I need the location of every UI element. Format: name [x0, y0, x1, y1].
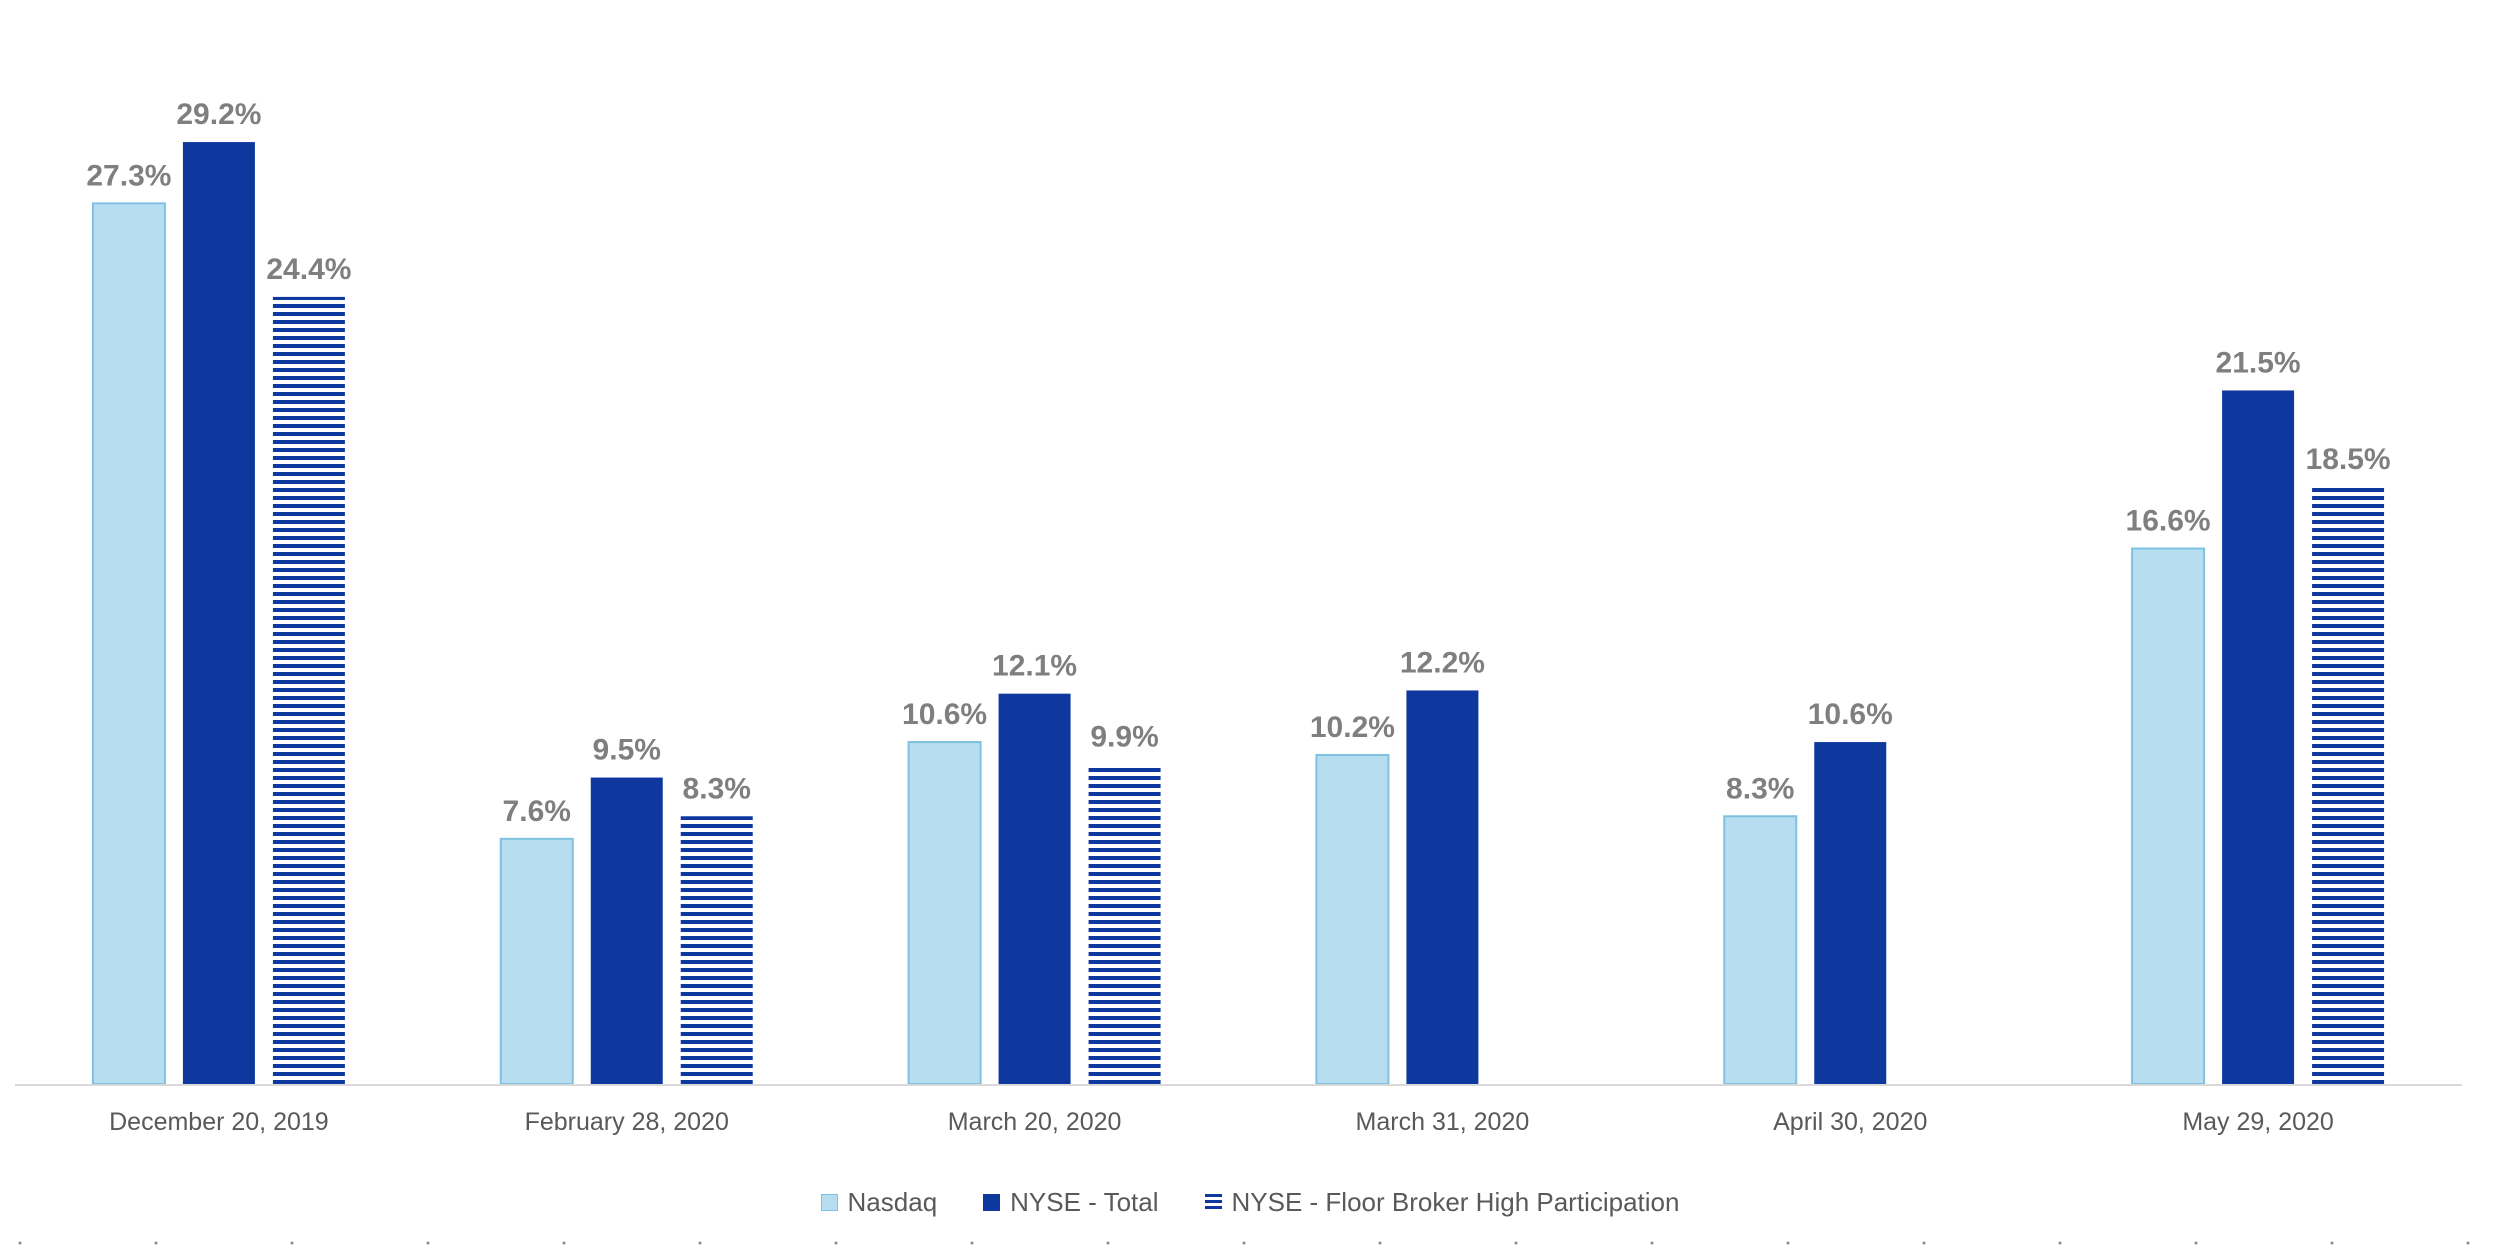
data-label-nyse-floor-broker-high-participation-1: 8.3%	[683, 772, 751, 805]
bar-nasdaq-1	[499, 837, 574, 1085]
data-label-nyse-total-5: 21.5%	[2216, 346, 2301, 379]
data-label-nyse-total-3: 12.2%	[1400, 646, 1485, 679]
data-label-nyse-floor-broker-high-participation-5: 18.5%	[2306, 443, 2391, 476]
border-dot	[834, 1241, 838, 1245]
border-dot	[2058, 1241, 2062, 1245]
data-labels-layer: 27.3%29.2%24.4%7.6%9.5%8.3%10.6%12.1%9.9…	[86, 98, 2390, 828]
data-label-nyse-total-4: 10.6%	[1808, 698, 1893, 731]
legend-swatch-nasdaq	[820, 1193, 838, 1211]
bar-nyse-total-3	[1406, 690, 1479, 1084]
border-dot	[1786, 1241, 1790, 1245]
border-dot	[1378, 1241, 1382, 1245]
data-label-nyse-total-0: 29.2%	[176, 98, 261, 131]
bar-nyse-total-5	[2222, 390, 2295, 1084]
bar-nasdaq-5	[2131, 547, 2206, 1085]
data-label-nasdaq-5: 16.6%	[2126, 505, 2211, 538]
legend-label-nyse-total: NYSE - Total	[1010, 1186, 1159, 1217]
bar-nyse-floor-broker-high-participation-2	[1088, 764, 1161, 1084]
data-label-nasdaq-3: 10.2%	[1310, 711, 1395, 744]
category-tick-labels: December 20, 2019 February 28, 2020 March …	[109, 1108, 2334, 1136]
border-dot	[1242, 1241, 1246, 1245]
bar-nasdaq-0	[91, 202, 166, 1085]
data-label-nyse-floor-broker-high-participation-0: 24.4%	[266, 253, 351, 286]
bottom-dotted-border	[18, 1241, 2470, 1245]
data-label-nasdaq-4: 8.3%	[1726, 772, 1794, 805]
bar-nyse-total-2	[998, 693, 1071, 1084]
bar-nyse-total-4	[1814, 742, 1887, 1084]
legend-label-nyse-floor-broker: NYSE - Floor Broker High Participation	[1231, 1186, 1680, 1217]
data-label-nyse-total-1: 9.5%	[593, 734, 661, 767]
bar-chart-svg: 27.3%29.2%24.4%7.6%9.5%8.3%10.6%12.1%9.9…	[15, 98, 2462, 1136]
data-label-nasdaq-2: 10.6%	[902, 698, 987, 731]
legend-item-nyse-floor-broker: NYSE - Floor Broker High Participation	[1204, 1186, 1680, 1218]
border-dot	[2194, 1241, 2198, 1245]
bar-nyse-total-1	[590, 777, 663, 1084]
border-dot	[1922, 1241, 1926, 1245]
border-dot	[426, 1241, 430, 1245]
x-tick-label-2: March 20, 2020	[948, 1108, 1122, 1136]
legend-swatch-nyse-floor-broker	[1204, 1193, 1222, 1211]
bar-nasdaq-4	[1723, 815, 1798, 1085]
data-label-nyse-floor-broker-high-participation-2: 9.9%	[1090, 721, 1158, 754]
border-dot	[1514, 1241, 1518, 1245]
x-tick-label-3: March 31, 2020	[1356, 1108, 1530, 1136]
legend-label-nasdaq: Nasdaq	[847, 1186, 938, 1217]
border-dot	[1106, 1241, 1110, 1245]
legend-swatch-nyse-total	[983, 1193, 1001, 1211]
x-tick-label-0: December 20, 2019	[109, 1108, 329, 1136]
data-label-nasdaq-1: 7.6%	[503, 795, 571, 828]
border-dot	[154, 1241, 158, 1245]
bar-nasdaq-3	[1315, 753, 1390, 1085]
bar-nyse-floor-broker-high-participation-5	[2312, 487, 2385, 1084]
bar-nasdaq-2	[907, 741, 982, 1085]
bar-nyse-floor-broker-high-participation-0	[272, 296, 345, 1085]
legend-item-nyse-total: NYSE - Total	[983, 1186, 1159, 1218]
bar-nyse-floor-broker-high-participation-1	[680, 816, 753, 1084]
x-tick-label-4: April 30, 2020	[1773, 1108, 1927, 1136]
legend-item-nasdaq: Nasdaq	[820, 1186, 938, 1218]
legend: Nasdaq NYSE - Total NYSE - Floor Broker …	[0, 1182, 2500, 1222]
border-dot	[18, 1241, 22, 1245]
bars-layer	[91, 142, 2385, 1085]
x-tick-label-5: May 29, 2020	[2182, 1108, 2334, 1136]
border-dot	[1650, 1241, 1654, 1245]
border-dot	[2466, 1241, 2470, 1245]
data-label-nasdaq-0: 27.3%	[86, 159, 171, 192]
x-tick-label-1: February 28, 2020	[525, 1108, 729, 1136]
border-dot	[290, 1241, 294, 1245]
data-label-nyse-total-2: 12.1%	[992, 650, 1077, 683]
bar-nyse-total-0	[182, 142, 255, 1084]
border-dot	[970, 1241, 974, 1245]
border-dot	[698, 1241, 702, 1245]
border-dot	[562, 1241, 566, 1245]
border-dot	[2330, 1241, 2334, 1245]
